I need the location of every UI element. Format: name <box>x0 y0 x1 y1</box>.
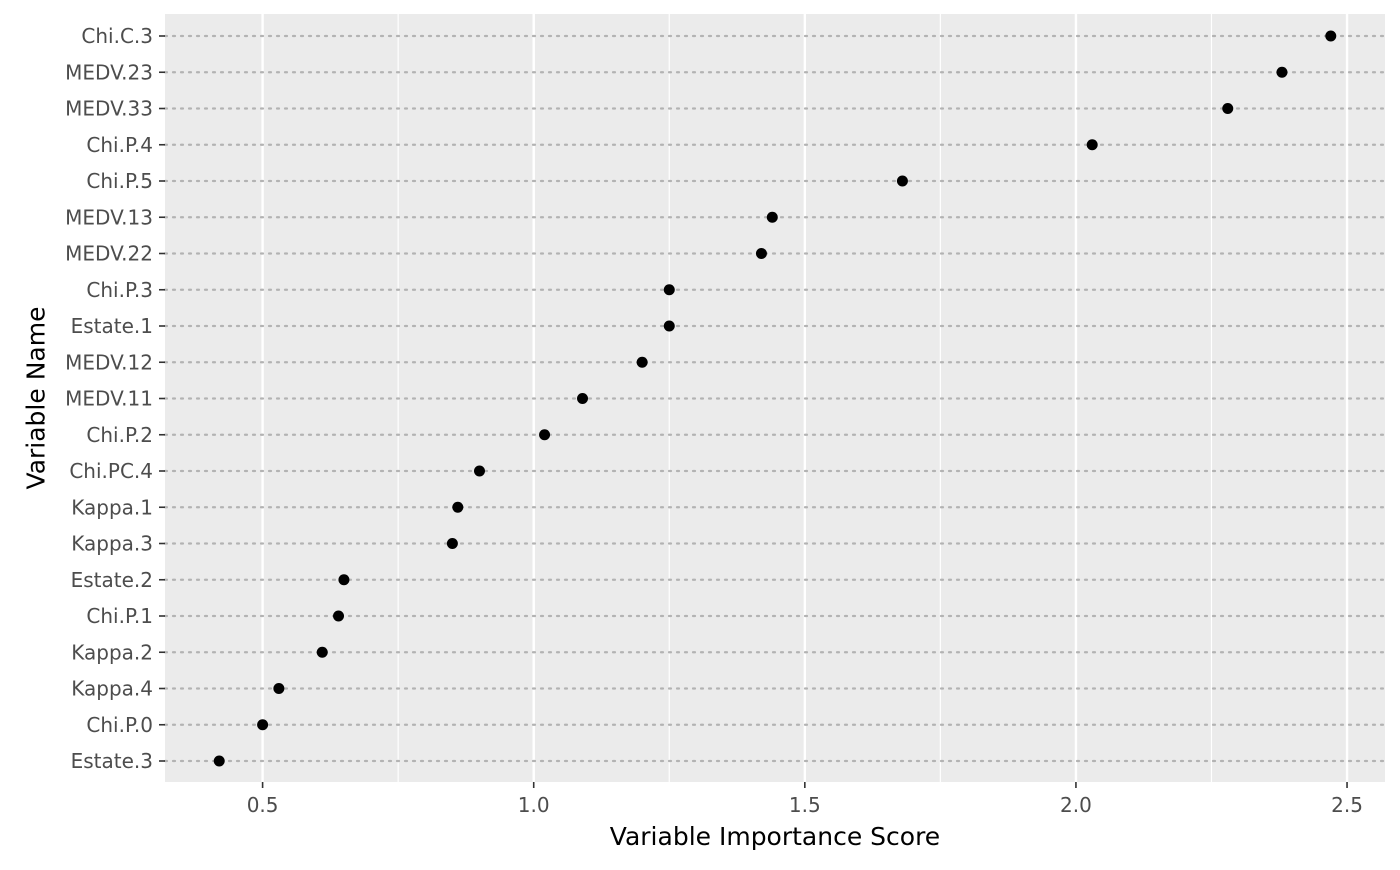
y-tick-label-MEDV.13: MEDV.13 <box>65 205 153 229</box>
y-tick-label-MEDV.12: MEDV.12 <box>65 350 153 374</box>
data-point-MEDV.11 <box>577 393 589 404</box>
data-point-Chi.P.2 <box>539 429 551 441</box>
x-axis-title: Variable Importance Score <box>610 822 940 851</box>
y-tick-label-Chi.PC.4: Chi.PC.4 <box>69 459 153 483</box>
data-point-Estate.2 <box>338 574 350 586</box>
y-tick-label-Estate.3: Estate.3 <box>71 749 153 773</box>
data-point-Chi.P.5 <box>896 175 908 187</box>
y-tick-label-Estate.1: Estate.1 <box>71 314 153 338</box>
data-point-Chi.P.1 <box>333 610 345 622</box>
data-point-Chi.C.3 <box>1325 30 1337 42</box>
y-tick-label-Chi.P.2: Chi.P.2 <box>86 423 153 447</box>
y-tick-label-MEDV.33: MEDV.33 <box>65 97 153 121</box>
y-tick-label-MEDV.11: MEDV.11 <box>65 387 153 411</box>
y-tick-label-Chi.P.0: Chi.P.0 <box>86 713 153 737</box>
data-point-Estate.3 <box>213 755 225 767</box>
y-tick-label-Estate.2: Estate.2 <box>71 568 153 592</box>
x-tick-label-0: 0.5 <box>247 793 279 817</box>
data-point-Chi.P.4 <box>1086 139 1098 151</box>
data-point-Estate.1 <box>663 320 675 332</box>
row-guidelines <box>163 34 1387 763</box>
data-point-MEDV.13 <box>766 211 778 223</box>
y-axis-title: Variable Name <box>22 307 51 490</box>
data-point-Chi.P.0 <box>257 719 269 731</box>
data-point-MEDV.33 <box>1222 103 1234 114</box>
data-point-Chi.PC.4 <box>473 465 485 477</box>
data-point-MEDV.23 <box>1276 66 1288 78</box>
data-points <box>213 30 1337 767</box>
y-tick-label-Chi.P.4: Chi.P.4 <box>86 133 153 157</box>
data-point-Kappa.4 <box>273 683 285 694</box>
y-tick-label-MEDV.23: MEDV.23 <box>65 60 153 84</box>
x-axis: 0.5 1.0 1.5 2.0 2.5 <box>247 782 1363 817</box>
data-point-Chi.P.3 <box>663 284 675 296</box>
data-point-MEDV.12 <box>636 356 648 368</box>
y-tick-label-Kappa.1: Kappa.1 <box>71 495 153 519</box>
data-point-Kappa.2 <box>316 646 328 658</box>
y-tick-label-Chi.P.3: Chi.P.3 <box>86 278 153 302</box>
data-point-MEDV.22 <box>755 248 767 259</box>
y-tick-label-Kappa.3: Kappa.3 <box>71 532 153 556</box>
y-tick-label-Kappa.2: Kappa.2 <box>71 640 153 664</box>
y-tick-label-Chi.P.1: Chi.P.1 <box>86 604 153 628</box>
y-axis: Chi.C.3 MEDV.23 MEDV.33 Chi.P.4 Chi.P.5 MEDV.… <box>65 24 165 773</box>
x-tick-label-1: 1.0 <box>518 793 550 817</box>
x-tick-label-2: 1.5 <box>789 793 821 817</box>
y-tick-label-Chi.C.3: Chi.C.3 <box>81 24 153 48</box>
y-tick-label-Chi.P.5: Chi.P.5 <box>86 169 153 193</box>
x-tick-label-4: 2.5 <box>1331 793 1363 817</box>
data-point-Kappa.1 <box>452 501 464 513</box>
data-point-Kappa.3 <box>446 538 458 549</box>
y-tick-label-MEDV.22: MEDV.22 <box>65 242 153 266</box>
y-tick-label-Kappa.4: Kappa.4 <box>71 677 153 701</box>
x-tick-label-3: 2.0 <box>1060 793 1092 817</box>
